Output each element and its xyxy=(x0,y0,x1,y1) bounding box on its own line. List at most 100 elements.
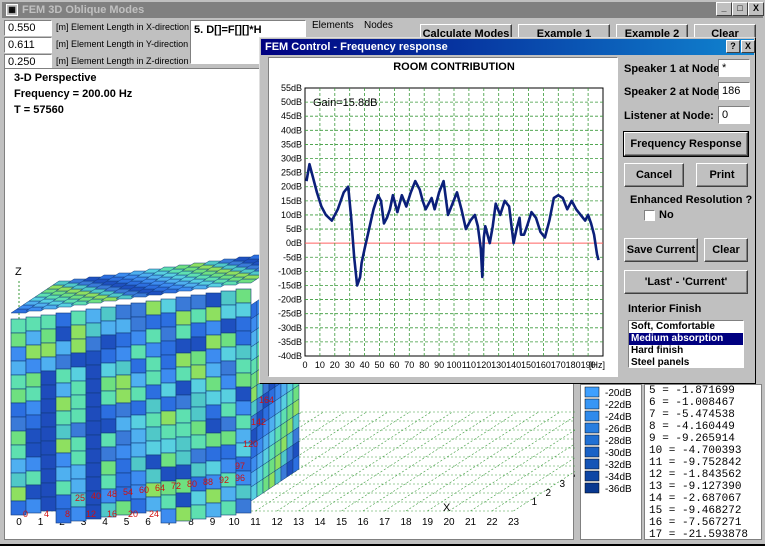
node-number-label: 96 xyxy=(235,473,245,483)
mesh-cube xyxy=(85,392,102,408)
mesh-cube xyxy=(175,506,192,522)
node-values-list[interactable]: 5 = -1.871699 6 = -1.008467 7 = -5.474538 8… xyxy=(644,384,762,541)
mesh-cube xyxy=(205,376,222,392)
mesh-cube xyxy=(10,430,27,446)
mesh-cube xyxy=(85,406,102,422)
mesh-cube xyxy=(145,440,162,456)
mesh-cube xyxy=(220,430,237,446)
dialog-close-button[interactable]: X xyxy=(741,40,755,53)
mesh-cube xyxy=(205,502,222,518)
interior-option[interactable]: Hard finish xyxy=(631,345,684,356)
mesh-cube xyxy=(205,320,222,336)
close-button[interactable]: X xyxy=(748,2,764,16)
mesh-cube xyxy=(115,458,132,474)
x-axis-tick: 10 xyxy=(228,517,240,528)
legend-label: -32dB xyxy=(605,460,632,471)
maximize-button[interactable]: □ xyxy=(732,2,748,16)
mesh-cube xyxy=(145,370,162,386)
node-number-label: 12 xyxy=(86,509,96,519)
x-tick-label: 160 xyxy=(536,360,551,370)
mesh-cube xyxy=(220,304,237,320)
listener-input[interactable]: 0 xyxy=(718,106,750,124)
y-length-field[interactable]: 0.611 xyxy=(4,37,52,53)
mesh-cube xyxy=(55,340,72,356)
mesh-cube xyxy=(25,344,42,360)
mesh-cube xyxy=(130,316,147,332)
mesh-cube xyxy=(25,442,42,458)
mesh-cube xyxy=(25,484,42,500)
mesh-cube xyxy=(70,352,87,368)
node-number-label: 20 xyxy=(128,509,138,519)
mesh-cube xyxy=(220,500,237,516)
x-axis-tick: 17 xyxy=(379,517,391,528)
mesh-cube xyxy=(160,298,177,314)
mesh-cube xyxy=(175,450,192,466)
interior-option[interactable]: Soft, Comfortable xyxy=(631,321,715,332)
legend-swatch xyxy=(584,422,600,434)
mesh-cube xyxy=(145,314,162,330)
speaker1-input[interactable]: * xyxy=(718,59,750,77)
mesh-cube xyxy=(235,302,252,318)
mesh-cube xyxy=(85,308,102,324)
cancel-button[interactable]: Cancel xyxy=(624,163,684,187)
mesh-cube xyxy=(85,322,102,338)
mesh-cube xyxy=(220,290,237,306)
y-tick-label: 20dB xyxy=(281,182,302,192)
mesh-cube xyxy=(175,422,192,438)
interior-finish-list[interactable]: Soft, Comfortable Medium absorption Hard f… xyxy=(628,320,744,368)
y-tick-label: 45dB xyxy=(281,111,302,121)
mesh-cube xyxy=(40,314,57,330)
mesh-cube xyxy=(10,458,27,474)
y-tick-label: -35dB xyxy=(278,337,302,347)
minimize-button[interactable]: _ xyxy=(716,2,732,16)
mesh-cube xyxy=(220,444,237,460)
legend-label: -24dB xyxy=(605,412,632,423)
node-value-row: 11 = -9.752842 xyxy=(649,457,742,469)
time-readout: T = 57560 xyxy=(14,104,64,116)
enhanced-resolution-label: Enhanced Resolution ? xyxy=(630,194,753,206)
node-number-label: 88 xyxy=(203,477,213,487)
x-tick-label: 40 xyxy=(360,360,370,370)
mesh-cube xyxy=(220,374,237,390)
plot-area xyxy=(304,87,604,357)
x-tick-label: 90 xyxy=(434,360,444,370)
interior-option[interactable]: Medium absorption xyxy=(629,333,743,345)
node-value-row: 6 = -1.008467 xyxy=(649,397,735,409)
mesh-cube xyxy=(160,424,177,440)
node-value-row: 7 = -5.474538 xyxy=(649,409,735,421)
y-axis-tick: 4 xyxy=(574,470,576,481)
frequency-readout: Frequency = 200.00 Hz xyxy=(14,88,133,100)
mesh-cube xyxy=(10,402,27,418)
mesh-cube xyxy=(55,424,72,440)
mesh-cube xyxy=(175,310,192,326)
mesh-cube xyxy=(130,372,147,388)
speaker2-input[interactable]: 186 xyxy=(718,82,750,100)
mesh-cube xyxy=(70,324,87,340)
mesh-cube xyxy=(205,432,222,448)
print-button[interactable]: Print xyxy=(696,163,748,187)
y-tick-label: 30dB xyxy=(281,154,302,164)
y-tick-label: 55dB xyxy=(281,83,302,93)
legend-swatch xyxy=(584,470,600,482)
mesh-cube xyxy=(160,312,177,328)
mesh-cube xyxy=(100,446,117,462)
dialog-clear-button[interactable]: Clear xyxy=(704,238,748,262)
save-current-button[interactable]: Save Current xyxy=(624,238,698,262)
floor-gridline xyxy=(362,411,518,512)
legend-label: -36dB xyxy=(605,484,632,495)
x-axis-tick: 3 xyxy=(81,517,87,528)
mesh-cube xyxy=(220,332,237,348)
interior-option[interactable]: Steel panels xyxy=(631,357,690,368)
x-length-field[interactable]: 0.550 xyxy=(4,20,52,36)
mesh-cube xyxy=(220,486,237,502)
help-button[interactable]: ? xyxy=(726,40,740,53)
last-minus-current-button[interactable]: 'Last' - 'Current' xyxy=(624,270,748,294)
x-axis-tick: 9 xyxy=(210,517,216,528)
x-tick-label: 140 xyxy=(506,360,521,370)
frequency-response-button[interactable]: Frequency Response xyxy=(623,131,749,157)
mesh-cube xyxy=(55,410,72,426)
mesh-cube xyxy=(70,408,87,424)
mesh-cube xyxy=(190,420,207,436)
mesh-cube xyxy=(160,452,177,468)
enhanced-resolution-checkbox[interactable] xyxy=(644,210,655,221)
